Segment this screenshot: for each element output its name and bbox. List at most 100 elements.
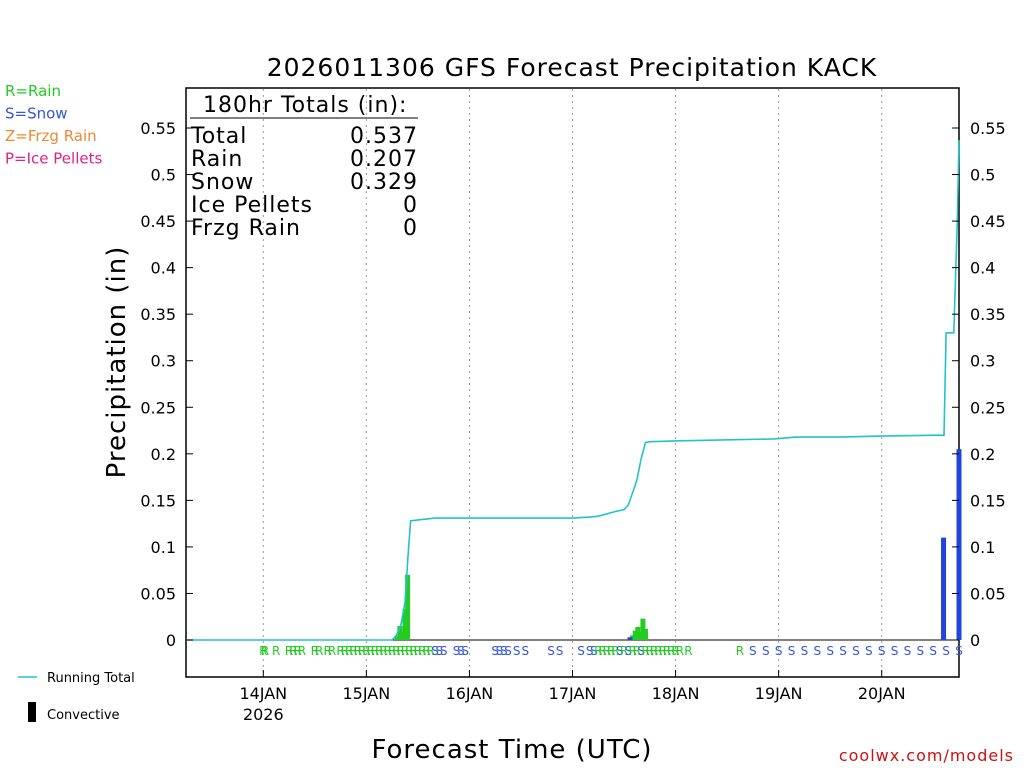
ptype-letter: S	[491, 644, 499, 658]
ptype-letter: R	[259, 644, 267, 658]
ptype-letter: S	[878, 644, 886, 658]
y-tick-label: 0.15	[140, 491, 176, 510]
ptype-letter: R	[289, 644, 297, 658]
ptype-letter: S	[457, 644, 465, 658]
ptype-letter: R	[341, 644, 349, 658]
ptype-letter: R	[354, 644, 362, 658]
credit-text: coolwx.com/models	[839, 746, 1014, 765]
x-tick-label: 18JAN	[652, 684, 700, 703]
ptype-letter: R	[422, 644, 430, 658]
ptype-letter: S	[496, 644, 504, 658]
ptype-letter: R	[349, 644, 357, 658]
convective-legend-label: Convective	[47, 708, 120, 723]
y-axis-right: 0 0.05 0.1 0.15 0.2 0.25 0.3 0.35 0.4 0.45 0.5 0.55	[952, 119, 1006, 650]
y-tick-label: 0.35	[140, 305, 176, 324]
ptype-letter: S	[917, 644, 925, 658]
ptype-letter: S	[547, 644, 555, 658]
y-tick-label: 0.05	[970, 584, 1006, 603]
running-total-line	[186, 140, 960, 641]
ptype-legend-entry: R=Rain	[5, 82, 61, 100]
ptype-letter: R	[611, 644, 619, 658]
ptype-letter: R	[736, 644, 744, 658]
ptype-letter: R	[311, 644, 319, 658]
ptype-letter: R	[366, 644, 374, 658]
ptype-letter: R	[659, 644, 667, 658]
x-tick-sublabel: 2026	[243, 705, 284, 724]
totals-label: Frzg Rain	[191, 216, 301, 241]
ptype-letter: R	[654, 644, 662, 658]
ptype-letter: S	[775, 644, 783, 658]
ptype-letter: R	[285, 644, 293, 658]
y-tick-label: 0.15	[970, 491, 1006, 510]
y-tick-label: 0.55	[970, 119, 1006, 138]
ptype-letter: R	[375, 644, 383, 658]
precip-bar	[627, 637, 633, 640]
ptype-letter: R	[607, 644, 615, 658]
y-tick-label: 0	[970, 631, 980, 650]
y-tick-label: 0.25	[140, 398, 176, 417]
ptype-letter: R	[315, 644, 323, 658]
precip-bar	[640, 618, 646, 640]
convective-swatch	[28, 702, 36, 722]
precip-bar	[397, 626, 403, 640]
x-axis-label: Forecast Time (UTC)	[371, 735, 652, 765]
y-tick-label: 0.25	[970, 398, 1006, 417]
y-tick-label: 0.3	[970, 352, 995, 371]
ptype-letter: R	[272, 644, 280, 658]
ptype-letter: R	[650, 644, 658, 658]
ptype-letter: R	[684, 644, 692, 658]
ptype-legend: R=Rain S=Snow Z=Frzg Rain P=Ice Pellets	[5, 82, 102, 168]
totals-value: 0.537	[350, 124, 418, 149]
x-tick-label: 17JAN	[549, 684, 597, 703]
ptype-letter: S	[500, 644, 508, 658]
totals-rows: Total 0.537 Rain 0.207 Snow 0.329 Ice Pellets 0…	[190, 124, 418, 241]
ptype-letter: S	[904, 644, 912, 658]
precip-bar	[402, 609, 408, 640]
ptype-letter: S	[955, 644, 963, 658]
precip-bar	[630, 635, 636, 640]
ptype-letter: R	[401, 644, 409, 658]
ptype-letter: S	[942, 644, 950, 658]
y-tick-label: 0.05	[140, 584, 176, 603]
ptype-letter: R	[384, 644, 392, 658]
ptype-letter: S	[625, 644, 633, 658]
ptype-letter: R	[667, 644, 675, 658]
ptype-legend-entry: S=Snow	[5, 105, 68, 123]
precip-bar	[399, 632, 405, 640]
ptype-letter: S	[801, 644, 809, 658]
precip-bar	[635, 626, 641, 640]
ptype-letter: S	[577, 644, 585, 658]
running-total-legend-label: Running Total	[47, 671, 135, 686]
x-tick-label: 15JAN	[343, 684, 391, 703]
precip-bar	[637, 631, 643, 640]
totals-box: 180hr Totals (in): Total 0.537 Rain 0.207 Sn…	[190, 93, 418, 241]
y-tick-label: 0.5	[970, 166, 995, 185]
ptype-letter: R	[388, 644, 396, 658]
totals-label: Snow	[191, 170, 254, 195]
ptype-letter: S	[513, 644, 521, 658]
totals-value: 0	[403, 216, 418, 241]
ptype-letter: S	[891, 644, 899, 658]
totals-label: Total	[190, 124, 247, 149]
ptype-letter: S	[865, 644, 873, 658]
ptype-letter: R	[345, 644, 353, 658]
ptype-letter: R	[418, 644, 426, 658]
precip-bar	[643, 628, 649, 640]
ptype-letter: R	[641, 644, 649, 658]
y-tick-label: 0.3	[151, 352, 176, 371]
y-tick-label: 0.1	[970, 538, 995, 557]
totals-value: 0	[403, 193, 418, 218]
ptype-letter: R	[427, 644, 435, 658]
ptype-letter: R	[676, 644, 684, 658]
ptype-letter: R	[371, 644, 379, 658]
ptype-letter: R	[620, 644, 628, 658]
ptype-letter: R	[261, 644, 269, 658]
ptype-letter: S	[431, 644, 439, 658]
precip-bars	[394, 449, 962, 640]
y-tick-label: 0.1	[151, 538, 176, 557]
ptype-letter: R	[671, 644, 679, 658]
ptype-letter: S	[590, 644, 598, 658]
ptype-letter: R	[362, 644, 370, 658]
y-tick-label: 0.4	[151, 259, 176, 278]
